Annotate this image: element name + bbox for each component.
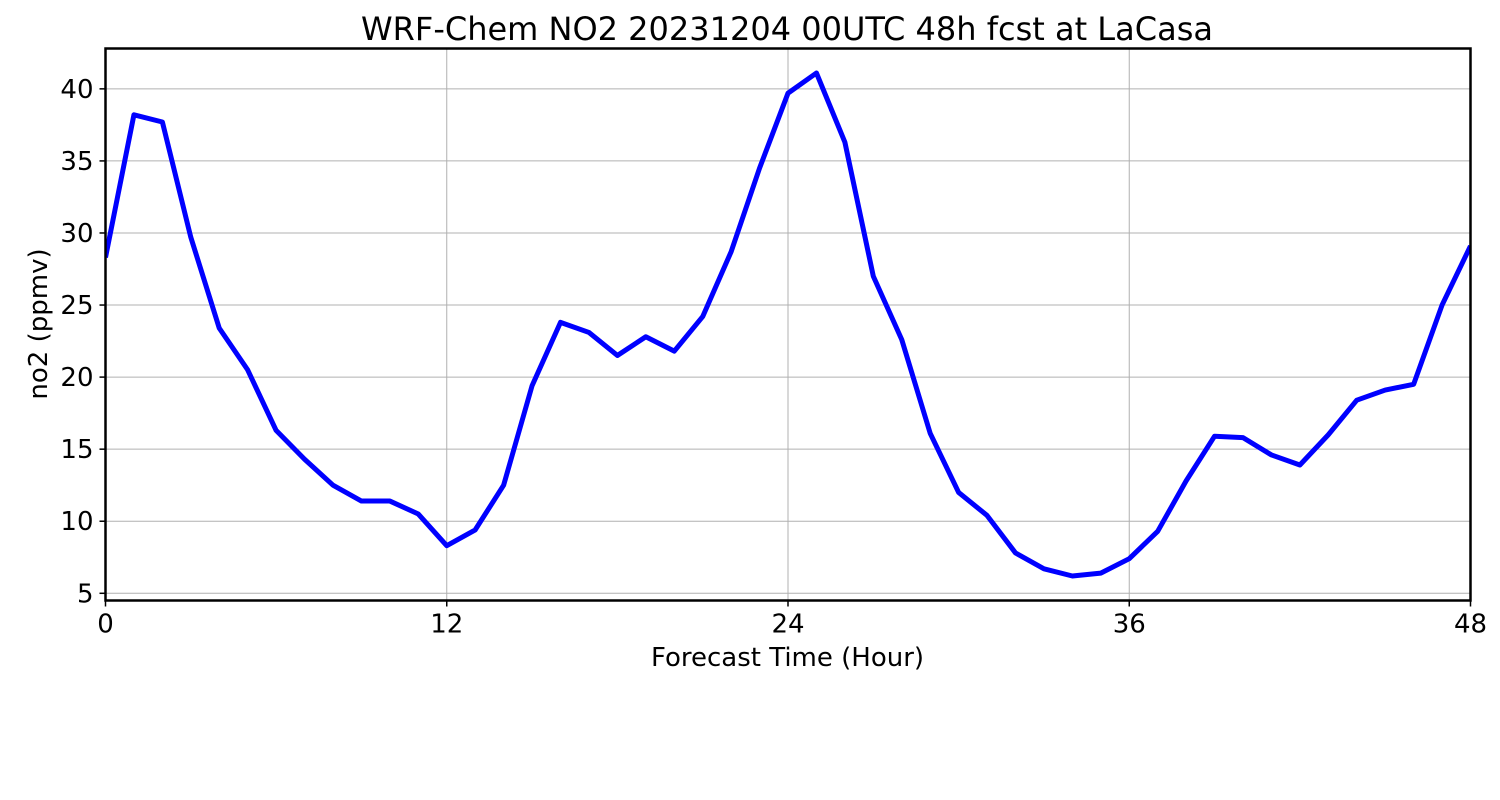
data-point: [1354, 398, 1359, 403]
data-point: [757, 166, 762, 171]
data-point: [558, 320, 563, 325]
axis-ticks: 0 12 24 36 48 5 10 15 20 25 30 35 40: [60, 75, 1487, 640]
data-point: [871, 274, 876, 279]
data-point: [444, 543, 449, 548]
x-tick-label: 0: [97, 610, 114, 640]
data-point: [160, 120, 165, 125]
data-point: [786, 91, 791, 96]
x-tick-label: 48: [1454, 610, 1487, 640]
data-point: [1440, 303, 1445, 308]
data-point: [842, 140, 847, 145]
data-point: [359, 499, 364, 504]
data-point: [1127, 556, 1132, 561]
data-point: [1155, 529, 1160, 534]
chart-title: WRF-Chem NO2 20231204 00UTC 48h fcst at …: [361, 10, 1213, 48]
data-point: [473, 527, 478, 532]
data-point: [1269, 452, 1274, 457]
data-point: [302, 457, 307, 462]
data-point: [615, 353, 620, 358]
series-layer: [105, 70, 1471, 579]
data-point: [131, 112, 136, 117]
data-point: [700, 314, 705, 319]
y-tick-label: 30: [60, 219, 93, 249]
y-tick-label: 25: [60, 291, 93, 321]
data-point: [501, 483, 506, 488]
data-point: [899, 337, 904, 342]
data-point: [1411, 382, 1416, 387]
data-point: [1070, 573, 1075, 578]
data-point: [387, 499, 392, 504]
data-point: [1098, 571, 1103, 576]
data-point: [1184, 478, 1189, 483]
data-point: [1297, 463, 1302, 468]
grid-lines: [105, 48, 1471, 601]
data-point: [1383, 388, 1388, 393]
x-tick-label: 36: [1113, 610, 1146, 640]
data-point: [530, 383, 535, 388]
data-point: [1041, 566, 1046, 571]
data-point: [928, 431, 933, 436]
y-axis-label: no2 (ppmv): [24, 248, 54, 399]
no2-series-line: [105, 70, 1471, 579]
data-point: [586, 330, 591, 335]
data-point: [1241, 435, 1246, 440]
y-tick-label: 5: [77, 579, 94, 609]
y-tick-label: 20: [60, 363, 93, 393]
data-point: [274, 428, 279, 433]
x-axis-label: Forecast Time (Hour): [651, 643, 924, 673]
data-point: [331, 483, 336, 488]
data-point: [245, 367, 250, 372]
data-point: [1326, 432, 1331, 437]
data-point: [416, 512, 421, 517]
data-point: [217, 326, 222, 331]
data-point: [672, 349, 677, 354]
data-point: [729, 249, 734, 254]
data-point: [643, 334, 648, 339]
data-point: [1013, 550, 1018, 555]
data-point: [985, 513, 990, 518]
y-tick-label: 35: [60, 147, 93, 177]
y-tick-label: 40: [60, 75, 93, 105]
y-tick-label: 10: [60, 507, 93, 537]
data-point: [956, 490, 961, 495]
x-tick-label: 12: [430, 610, 463, 640]
data-point: [1212, 434, 1217, 439]
data-point: [814, 71, 819, 76]
x-tick-label: 24: [771, 610, 804, 640]
y-tick-label: 15: [60, 435, 93, 465]
data-point: [188, 235, 193, 240]
